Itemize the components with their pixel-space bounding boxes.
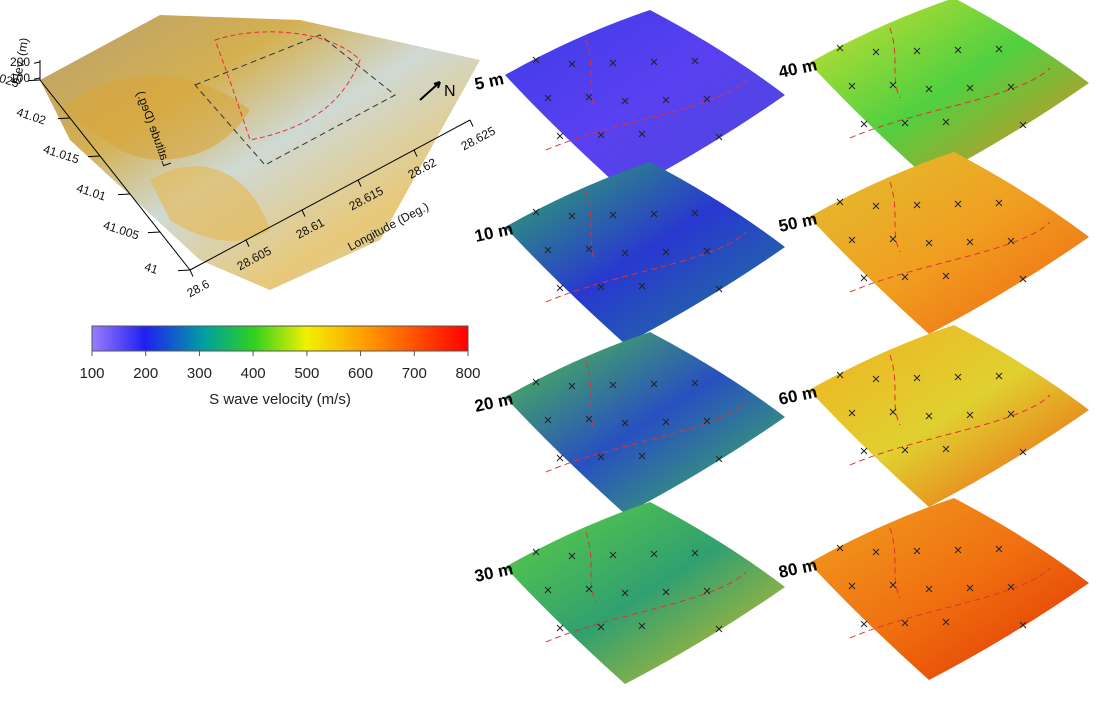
velocity-surface xyxy=(505,332,785,514)
latitude-tick xyxy=(28,80,40,81)
latitude-tick-label: 41.02 xyxy=(15,105,48,128)
longitude-tick-label: 28.6 xyxy=(185,277,212,300)
colorbar-tick-label: 300 xyxy=(187,365,212,382)
figure: N Elev. (m) Latitude (Deg.) Longitude (D… xyxy=(0,0,1097,707)
north-label: N xyxy=(444,83,456,100)
panels: 5 m 10 m 20 m 30 m 40 m 50 m 60 m 80 m xyxy=(473,0,1089,684)
velocity-surface xyxy=(809,498,1089,680)
panel-label: 5 m xyxy=(473,69,506,94)
longitude-tick xyxy=(470,120,473,127)
colorbar-tick-label: 800 xyxy=(455,365,480,382)
panel-label: 20 m xyxy=(473,389,515,416)
latitude-tick xyxy=(118,194,130,195)
elevation-tick xyxy=(34,62,40,63)
colorbar-tick-label: 200 xyxy=(133,365,158,382)
panel-label: 30 m xyxy=(473,559,515,586)
colorbar-tick-label: 100 xyxy=(79,365,104,382)
latitude-tick-label: 41.005 xyxy=(102,218,142,243)
colorbar xyxy=(92,326,468,351)
velocity-surface xyxy=(505,162,785,344)
latitude-tick xyxy=(148,232,160,233)
latitude-tick-label: 41.015 xyxy=(42,142,82,167)
panel-label: 60 m xyxy=(777,382,819,409)
colorbar-tick-label: 600 xyxy=(348,365,373,382)
latitude-tick xyxy=(88,156,100,157)
station xyxy=(557,625,563,631)
panel-label: 50 m xyxy=(777,209,819,236)
panel-label: 10 m xyxy=(473,219,515,246)
panel-label: 80 m xyxy=(777,555,819,582)
velocity-surface xyxy=(809,152,1089,334)
station xyxy=(861,448,867,454)
station xyxy=(557,285,563,291)
colorbar-tick-label: 400 xyxy=(241,365,266,382)
latitude-tick xyxy=(58,118,70,119)
latitude-tick-label: 41 xyxy=(143,259,160,277)
colorbar-tick-label: 500 xyxy=(294,365,319,382)
longitude-tick-label: 28.625 xyxy=(459,124,498,154)
station xyxy=(861,121,867,127)
station xyxy=(861,621,867,627)
latitude-tick xyxy=(178,270,190,271)
elevation-tick xyxy=(34,78,40,79)
longitude-tick xyxy=(190,270,193,277)
station xyxy=(557,133,563,139)
panel-label: 40 m xyxy=(777,55,819,82)
station xyxy=(557,455,563,461)
station xyxy=(861,275,867,281)
latitude-tick-label: 41.01 xyxy=(75,181,108,204)
velocity-surface xyxy=(505,502,785,684)
elevation-tick-label: 200 xyxy=(10,55,30,69)
colorbar-tick-label: 700 xyxy=(402,365,427,382)
velocity-surface xyxy=(809,0,1089,180)
velocity-surface xyxy=(809,325,1089,507)
colorbar-label: S wave velocity (m/s) xyxy=(209,391,351,408)
